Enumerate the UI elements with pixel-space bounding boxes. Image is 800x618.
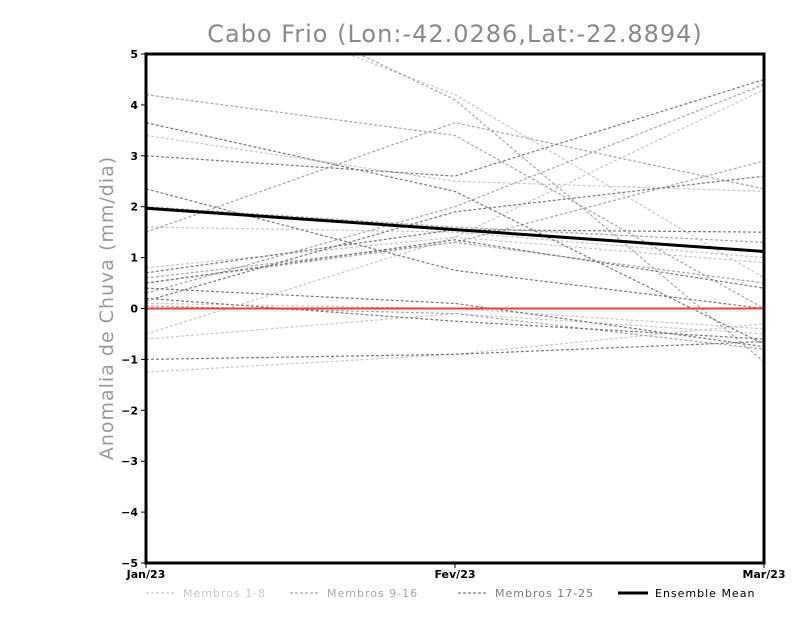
member-line-m13: [146, 206, 764, 243]
x-tick-label: Fev/23: [434, 568, 475, 581]
member-line-m17: [146, 122, 764, 345]
member-line-m12: [146, 83, 764, 294]
member-line-m21: [146, 175, 764, 302]
chart-title: Cabo Frio (Lon:-42.0286,Lat:-22.8894): [207, 20, 703, 48]
member-line-m5: [146, 226, 764, 259]
y-tick-label: 2: [130, 201, 138, 214]
y-tick-label: −1: [121, 353, 138, 366]
series-layer: [146, 54, 764, 373]
y-tick-label: 4: [130, 99, 138, 112]
member-line-m14: [146, 305, 764, 350]
mean-layer: [146, 206, 764, 253]
y-tick-label: 5: [130, 48, 138, 61]
member-line-m20: [146, 229, 764, 274]
member-line-m15: [146, 241, 764, 284]
member-line-m18: [146, 78, 764, 177]
member-line-m10: [146, 122, 764, 233]
member-line-m25: [146, 239, 764, 289]
member-line-m2: [146, 323, 764, 373]
y-axis: −5 −4 −3 −2 −1 0 1 2 3 4 5: [121, 48, 146, 570]
legend: Membros 1-8 Membros 9-16 Membros 17-25 Ense…: [146, 587, 755, 600]
member-line-m11: [146, 160, 764, 284]
legend-label: Membros 1-8: [183, 587, 266, 600]
member-line-m16: [357, 54, 764, 363]
y-tick-label: −2: [121, 404, 138, 417]
y-tick-label: −4: [121, 506, 138, 519]
y-tick-label: 1: [130, 252, 138, 265]
member-line-m3: [146, 312, 764, 340]
member-line-m8: [345, 54, 764, 279]
member-line-m22: [146, 340, 764, 360]
ensemble-mean-line: [146, 206, 764, 253]
y-tick-label: 3: [130, 150, 138, 163]
y-axis-label: Anomalia de Chuva (mm/dia): [96, 156, 118, 460]
member-line-m1: [146, 89, 764, 335]
y-tick-label: 0: [130, 303, 138, 316]
member-line-m24: [146, 297, 764, 340]
y-tick-label: −5: [121, 557, 138, 570]
legend-label: Ensemble Mean: [655, 587, 755, 600]
member-line-m6: [146, 236, 764, 269]
member-line-m4: [146, 134, 764, 193]
member-line-m9: [146, 94, 764, 310]
member-line-m7: [146, 302, 764, 330]
legend-label: Membros 9-16: [327, 587, 418, 600]
y-tick-label: −3: [121, 455, 138, 468]
x-axis: Jan/23 Fev/23 Mar/23: [126, 563, 786, 581]
x-tick-label: Jan/23: [126, 568, 166, 581]
legend-label: Membros 17-25: [495, 587, 594, 600]
member-line-m23: [146, 287, 764, 348]
plot-frame: [144, 52, 766, 565]
x-tick-label: Mar/23: [742, 568, 785, 581]
